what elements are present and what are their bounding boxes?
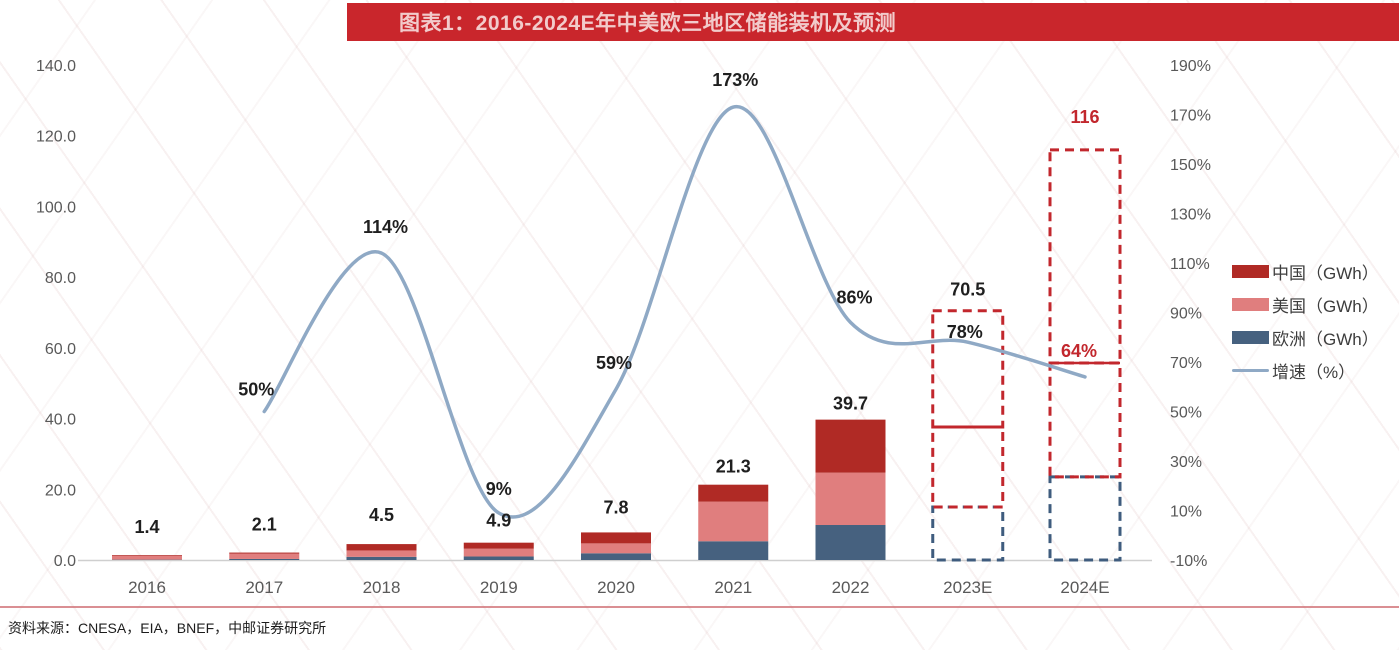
bar-segment-us — [346, 550, 417, 557]
bar-segment-china — [698, 484, 769, 502]
bar-segment-china — [463, 542, 534, 549]
left-axis-tick: 20.0 — [45, 482, 76, 499]
forecast-bar-segment-us — [931, 425, 1005, 509]
legend-label: 增速（%） — [1272, 363, 1356, 382]
legend-item-1: 美国（GWh） — [1232, 288, 1379, 321]
bar-segment-europe — [229, 558, 300, 560]
legend-color-swatch — [1232, 265, 1269, 278]
x-axis-label: 2018 — [363, 578, 401, 597]
forecast-bar-segment-china — [931, 309, 1005, 429]
growth-rate-line — [262, 105, 1087, 519]
forecast-bar-segment-europe — [931, 505, 1005, 562]
legend-item-3: 增速（%） — [1232, 354, 1379, 387]
bar-segment-us — [463, 548, 534, 557]
x-axis-label: 2019 — [480, 578, 518, 597]
bar-value-label: 116 — [1070, 107, 1099, 127]
right-axis-tick: 110% — [1170, 256, 1210, 273]
growth-value-label: 86% — [836, 287, 872, 307]
growth-value-label: 78% — [947, 322, 983, 342]
right-axis-tick: 170% — [1170, 108, 1211, 125]
left-axis-tick: 40.0 — [45, 412, 76, 429]
forecast-bar-segment-china — [1048, 148, 1122, 365]
bar-segment-europe — [581, 553, 651, 560]
bar-segment-europe — [463, 556, 534, 560]
legend-item-2: 欧洲（GWh） — [1232, 321, 1379, 354]
legend-color-swatch — [1232, 331, 1269, 344]
x-axis-label: 2020 — [597, 578, 635, 597]
forecast-bar-segment-europe — [1048, 475, 1122, 562]
chart-legend: 中国（GWh） 美国（GWh） 欧洲（GWh） 增速（%） — [1232, 255, 1379, 387]
figure-title: 图表1：2016-2024E年中美欧三地区储能装机及预测 — [399, 12, 897, 35]
bar-value-label: 39.7 — [833, 394, 868, 414]
x-axis-label: 2024E — [1060, 578, 1109, 597]
bar-value-label: 2.1 — [252, 515, 277, 535]
bar-segment-china — [581, 532, 651, 544]
x-axis-label: 2022 — [832, 578, 870, 597]
right-axis-tick: 50% — [1170, 405, 1202, 422]
left-axis-tick: 0.0 — [54, 553, 76, 570]
right-axis-tick: 10% — [1170, 504, 1202, 521]
legend-label: 中国（GWh） — [1272, 264, 1379, 283]
bar-value-label: 21.3 — [716, 457, 751, 477]
legend-line-swatch — [1232, 368, 1269, 373]
growth-value-label: 9% — [486, 479, 512, 499]
bar-value-label: 70.5 — [950, 280, 985, 300]
source-note: 资料来源：CNESA，EIA，BNEF，中邮证券研究所 — [8, 620, 327, 636]
bar-segment-china — [229, 552, 300, 554]
growth-value-label: 64% — [1061, 341, 1097, 361]
bar-segment-europe — [346, 556, 417, 560]
right-axis-tick: 90% — [1170, 306, 1202, 323]
legend-label: 美国（GWh） — [1272, 297, 1379, 316]
bar-segment-europe — [698, 541, 769, 560]
bar-segment-china — [112, 555, 182, 556]
legend-label: 欧洲（GWh） — [1272, 330, 1379, 349]
bar-segment-us — [581, 543, 651, 554]
bar-value-label: 4.9 — [486, 511, 511, 531]
bar-segment-us — [698, 501, 769, 542]
left-axis-tick: 80.0 — [45, 270, 76, 287]
growth-value-label: 173% — [712, 70, 758, 90]
x-axis-label: 2021 — [714, 578, 752, 597]
bar-segment-china — [815, 419, 886, 473]
right-axis-tick: 130% — [1170, 207, 1211, 224]
footer-divider — [0, 606, 1399, 608]
legend-color-swatch — [1232, 298, 1269, 311]
growth-value-label: 50% — [238, 380, 274, 400]
right-axis-tick: 190% — [1170, 58, 1211, 75]
right-axis-tick: 70% — [1170, 355, 1202, 372]
x-axis-label: 2016 — [128, 578, 166, 597]
right-axis-tick: 150% — [1170, 157, 1211, 174]
legend-item-0: 中国（GWh） — [1232, 255, 1379, 288]
bar-value-label: 4.5 — [369, 505, 394, 525]
bar-segment-europe — [815, 524, 886, 560]
bar-value-label: 7.8 — [603, 497, 628, 517]
x-axis-label: 2017 — [245, 578, 283, 597]
forecast-bar-segment-us — [1048, 361, 1122, 479]
left-axis-tick: 60.0 — [45, 341, 76, 358]
bar-segment-us — [112, 555, 182, 560]
growth-value-label: 59% — [596, 353, 632, 373]
left-axis-tick: 120.0 — [36, 129, 76, 146]
x-axis-label: 2023E — [943, 578, 992, 597]
bar-segment-china — [346, 544, 417, 551]
right-axis-tick: 30% — [1170, 454, 1202, 471]
left-axis-tick: 140.0 — [36, 58, 76, 75]
left-axis-tick: 100.0 — [36, 199, 76, 216]
bar-value-label: 1.4 — [134, 517, 159, 537]
right-axis-tick: -10% — [1170, 553, 1207, 570]
growth-value-label: 114% — [363, 217, 408, 237]
bar-segment-us — [815, 472, 886, 525]
bar-segment-us — [229, 553, 300, 559]
figure-title-banner: 图表1：2016-2024E年中美欧三地区储能装机及预测 — [347, 3, 1399, 41]
